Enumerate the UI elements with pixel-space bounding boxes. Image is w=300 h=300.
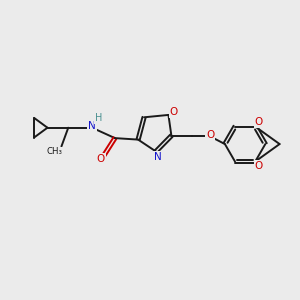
Text: H: H — [95, 113, 102, 123]
Text: CH₃: CH₃ — [47, 147, 63, 156]
Text: O: O — [255, 117, 263, 127]
Text: O: O — [255, 161, 263, 171]
Text: O: O — [206, 130, 214, 140]
Text: O: O — [169, 107, 178, 117]
Text: O: O — [97, 154, 105, 164]
Text: N: N — [154, 152, 161, 162]
Text: N: N — [88, 121, 96, 131]
